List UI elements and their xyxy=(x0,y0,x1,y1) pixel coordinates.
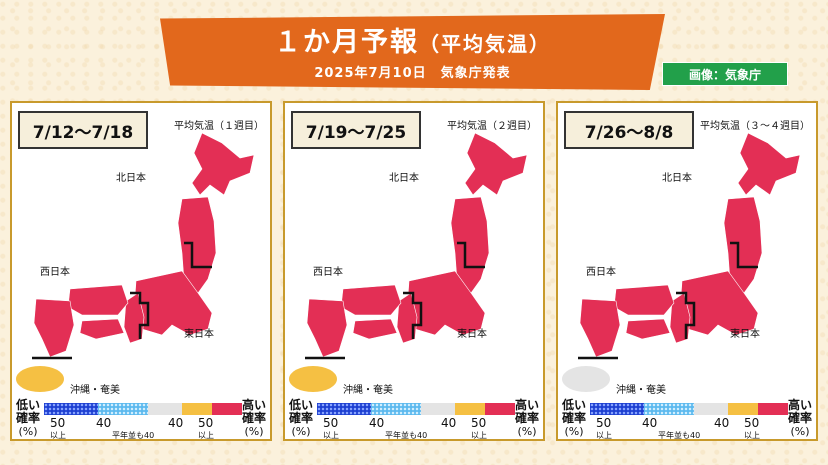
legend-bar xyxy=(317,403,515,415)
legend-low-40 xyxy=(371,403,421,415)
tick-50-low: 50 xyxy=(596,416,612,430)
legend-low-50 xyxy=(44,403,98,415)
chugoku xyxy=(67,284,129,316)
legend-low-50 xyxy=(317,403,371,415)
region-okinawa: 沖縄・奄美 xyxy=(616,385,666,396)
hokkaido xyxy=(464,132,528,196)
tick-50-low: 50 xyxy=(323,416,339,430)
panel-type: 平均気温（２週目） xyxy=(447,121,537,132)
kyushu xyxy=(306,298,348,358)
above-high: 以上 xyxy=(198,431,214,440)
legend-normal xyxy=(421,403,455,415)
tick-40-low: 40 xyxy=(96,416,112,430)
tick-40-low: 40 xyxy=(369,416,385,430)
legend-low: 低い 確率 (%) xyxy=(16,398,41,439)
japan-map xyxy=(562,132,801,392)
forecast-panel-week2: 7/19～7/25 平均気温（２週目） 北日本 西日本 東日本 沖縄・奄美 低い… xyxy=(283,101,545,441)
east-west-boundary xyxy=(130,291,150,339)
period-label: 7/12～7/18 xyxy=(18,111,148,149)
region-north: 北日本 xyxy=(116,173,146,184)
legend-high-40 xyxy=(455,403,485,415)
legend-bar xyxy=(590,403,788,415)
tohoku xyxy=(177,196,217,294)
region-west: 西日本 xyxy=(313,267,343,278)
forecast-panel-week1: 7/12～7/18 平均気温（１週目） 北日本 西日本 東日本 沖縄・奄美 低い… xyxy=(10,101,272,441)
region-okinawa: 沖縄・奄美 xyxy=(70,385,120,396)
issue-date: 2025年7月10日 気象庁発表 xyxy=(314,66,511,81)
legend-high: 高い 確率 (%) xyxy=(241,398,266,439)
tohoku xyxy=(450,196,490,294)
shikoku xyxy=(625,318,671,340)
legend-high-50 xyxy=(212,403,242,415)
north-east-boundary xyxy=(184,241,212,269)
legend-low: 低い 確率 (%) xyxy=(562,398,587,439)
normal-40: 平年並も40 xyxy=(658,431,701,440)
panel-type: 平均気温（３～４週目） xyxy=(700,121,810,132)
period-label: 7/19～7/25 xyxy=(291,111,421,149)
period-label: 7/26～8/8 xyxy=(564,111,694,149)
above-low: 以上 xyxy=(50,431,66,440)
okinawa-area xyxy=(289,366,337,392)
japan-map xyxy=(289,132,528,392)
japan-map xyxy=(16,132,255,392)
legend-high: 高い 確率 (%) xyxy=(514,398,539,439)
tick-40-high: 40 xyxy=(714,416,730,430)
above-high: 以上 xyxy=(744,431,760,440)
above-low: 以上 xyxy=(323,431,339,440)
tohoku xyxy=(723,196,763,294)
east-west-boundary xyxy=(676,291,696,339)
region-west: 西日本 xyxy=(586,267,616,278)
legend-high-50 xyxy=(758,403,788,415)
tick-40-low: 40 xyxy=(642,416,658,430)
hokkaido xyxy=(737,132,801,196)
north-east-boundary xyxy=(730,241,758,269)
legend-high-50 xyxy=(485,403,515,415)
legend-normal xyxy=(694,403,728,415)
legend-low-40 xyxy=(644,403,694,415)
panel-type: 平均気温（１週目） xyxy=(174,121,264,132)
forecast-panel-week3-4: 7/26～8/8 平均気温（３～４週目） 北日本 西日本 東日本 沖縄・奄美 低… xyxy=(556,101,818,441)
kyushu xyxy=(579,298,621,358)
image-credit: 画像：気象庁 xyxy=(662,62,788,86)
title-banner xyxy=(160,14,665,90)
normal-40: 平年並も40 xyxy=(112,431,155,440)
east-west-boundary xyxy=(403,291,423,339)
region-north: 北日本 xyxy=(389,173,419,184)
tick-50-high: 50 xyxy=(744,416,760,430)
tick-50-high: 50 xyxy=(471,416,487,430)
chugoku xyxy=(340,284,402,316)
okinawa-area xyxy=(16,366,64,392)
legend-bar xyxy=(44,403,242,415)
region-north: 北日本 xyxy=(662,173,692,184)
tick-40-high: 40 xyxy=(168,416,184,430)
legend-high-40 xyxy=(728,403,758,415)
legend-high-40 xyxy=(182,403,212,415)
region-okinawa: 沖縄・奄美 xyxy=(343,385,393,396)
region-east: 東日本 xyxy=(184,329,214,340)
region-east: 東日本 xyxy=(730,329,760,340)
legend-low: 低い 確率 (%) xyxy=(289,398,314,439)
okinawa-area xyxy=(562,366,610,392)
hokkaido xyxy=(191,132,255,196)
region-east: 東日本 xyxy=(457,329,487,340)
legend-high: 高い 確率 (%) xyxy=(787,398,812,439)
tick-40-high: 40 xyxy=(441,416,457,430)
shikoku xyxy=(79,318,125,340)
page-title: １か月予報（平均気温） xyxy=(274,27,551,58)
kyushu xyxy=(33,298,75,358)
legend-low-50 xyxy=(590,403,644,415)
tick-50-high: 50 xyxy=(198,416,214,430)
legend-normal xyxy=(148,403,182,415)
above-low: 以上 xyxy=(596,431,612,440)
chugoku xyxy=(613,284,675,316)
shikoku xyxy=(352,318,398,340)
legend-low-40 xyxy=(98,403,148,415)
region-west: 西日本 xyxy=(40,267,70,278)
north-east-boundary xyxy=(457,241,485,269)
tick-50-low: 50 xyxy=(50,416,66,430)
above-high: 以上 xyxy=(471,431,487,440)
normal-40: 平年並も40 xyxy=(385,431,428,440)
